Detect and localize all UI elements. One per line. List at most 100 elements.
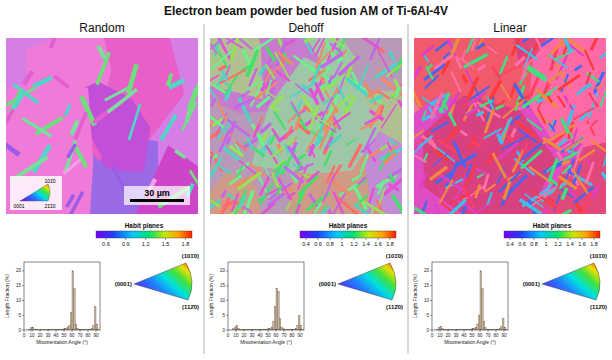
histogram-bar xyxy=(501,326,503,330)
colorbar-tick xyxy=(366,238,367,240)
lath xyxy=(585,162,595,184)
lath xyxy=(522,38,533,43)
lath xyxy=(294,116,301,130)
histogram-bar xyxy=(276,289,278,330)
x-tick xyxy=(300,330,301,332)
colorbar-tick xyxy=(342,238,343,240)
ipf-label: (112̄0) xyxy=(386,304,403,310)
grain xyxy=(210,38,263,99)
x-tick xyxy=(72,330,73,332)
x-tick-label: 70 xyxy=(281,333,287,338)
colorbar-tick xyxy=(354,238,355,240)
colorbar-tick-label: 0.6 xyxy=(102,241,110,247)
lath xyxy=(414,145,419,153)
lath xyxy=(561,164,572,174)
x-tick-label: 50 xyxy=(469,333,475,338)
histogram-bar xyxy=(480,271,482,330)
lath xyxy=(363,201,389,214)
lath xyxy=(273,111,286,130)
y-tick xyxy=(430,285,432,286)
lath xyxy=(309,146,316,158)
lath xyxy=(295,83,315,99)
lath xyxy=(459,206,467,214)
y-tick-label: 10 xyxy=(220,298,226,303)
lath xyxy=(327,38,345,48)
lath xyxy=(499,64,521,76)
x-tick-label: 30 xyxy=(453,333,459,338)
x-tick xyxy=(448,330,449,332)
lath xyxy=(495,104,504,110)
colorbar-tick-label: 1.8 xyxy=(182,241,190,247)
x-tick xyxy=(276,330,277,332)
histogram-bar xyxy=(93,326,95,330)
lath xyxy=(537,108,546,124)
lath xyxy=(475,42,485,50)
x-tick-label: 0 xyxy=(227,333,230,338)
y-tick-label: 20 xyxy=(220,268,226,273)
colorbar-tick-label: 1.2 xyxy=(142,241,150,247)
lath xyxy=(159,114,177,141)
lath xyxy=(174,149,186,159)
lath xyxy=(388,51,395,61)
lath xyxy=(519,142,528,162)
colorbar-tick-label: 0.6 xyxy=(314,241,322,247)
lath xyxy=(245,49,259,77)
lath xyxy=(535,113,556,127)
lath xyxy=(421,45,435,57)
x-tick xyxy=(80,330,81,332)
lath xyxy=(285,201,292,211)
colorbar-tick-label: 0.8 xyxy=(530,241,538,247)
lath xyxy=(64,104,72,117)
ipf-triangle xyxy=(134,263,192,300)
ipf-label: (101̄0) xyxy=(386,253,403,259)
panel-title: Random xyxy=(79,21,124,35)
lath xyxy=(74,146,88,168)
lath xyxy=(591,185,600,199)
lath xyxy=(590,91,598,102)
lath xyxy=(6,109,15,124)
x-tick-label: 80 xyxy=(493,333,499,338)
colorbar-title: Habit planes xyxy=(329,222,368,230)
lath xyxy=(380,142,392,150)
ebsd-map xyxy=(414,38,606,214)
x-axis-title: Misorientation Angle (°) xyxy=(240,339,292,345)
lath xyxy=(189,170,198,185)
histogram-bar xyxy=(300,326,302,330)
x-tick xyxy=(472,330,473,332)
lath xyxy=(560,117,570,133)
lath xyxy=(450,71,462,92)
lath xyxy=(210,157,223,181)
lath xyxy=(351,174,362,182)
lath xyxy=(437,139,452,150)
colorbar-tick-label: 0.6 xyxy=(518,241,526,247)
colorbar-tick xyxy=(185,238,186,240)
x-tick xyxy=(432,330,433,332)
lath xyxy=(601,172,606,182)
lath xyxy=(450,191,475,204)
x-tick xyxy=(96,330,97,332)
histogram-bar xyxy=(438,328,440,330)
lath xyxy=(386,162,402,181)
lath xyxy=(341,49,348,58)
y-tick xyxy=(22,270,24,271)
lath xyxy=(224,38,243,49)
lath xyxy=(600,87,606,107)
lath xyxy=(524,66,547,82)
lath xyxy=(166,73,173,86)
lath xyxy=(571,169,588,195)
lath xyxy=(320,52,343,69)
x-tick xyxy=(40,330,41,332)
y-tick xyxy=(226,330,228,331)
histogram-bar xyxy=(69,326,71,330)
lath xyxy=(488,154,492,164)
x-tick xyxy=(24,330,25,332)
y-tick-label: 20 xyxy=(16,268,22,273)
lath xyxy=(548,70,563,83)
lath xyxy=(265,46,276,62)
lath xyxy=(532,38,544,52)
y-tick xyxy=(22,330,24,331)
histogram-bar xyxy=(278,292,280,330)
lath xyxy=(210,129,221,142)
x-tick-label: 30 xyxy=(45,333,51,338)
colorbar xyxy=(300,231,396,238)
